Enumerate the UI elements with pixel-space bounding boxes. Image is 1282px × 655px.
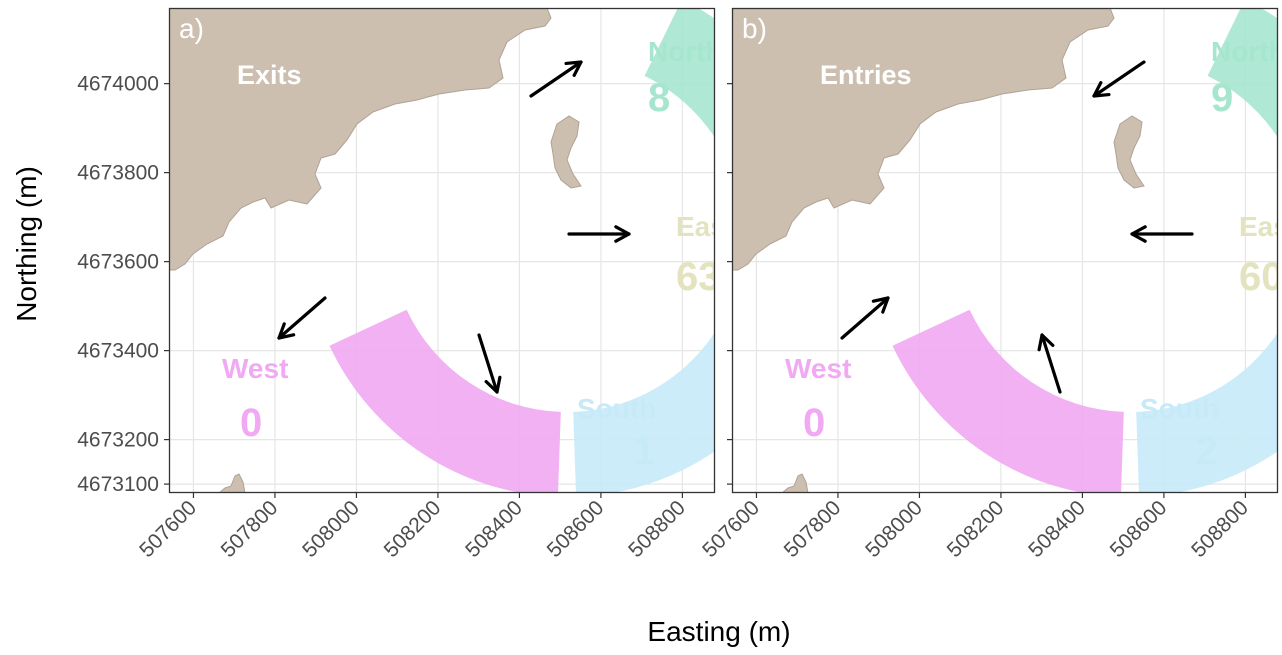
coastline-land bbox=[169, 8, 552, 271]
sector-label-west: West bbox=[785, 353, 851, 384]
x-tick-label: 508200 bbox=[943, 496, 1009, 562]
arrow-north bbox=[1092, 60, 1146, 98]
arrow-east bbox=[567, 225, 631, 243]
headland-land bbox=[1113, 115, 1145, 189]
sector-west bbox=[892, 309, 1124, 493]
sector-label-east: East bbox=[1239, 211, 1282, 242]
x-tick-label: 508600 bbox=[1106, 496, 1172, 562]
sector-south bbox=[1136, 331, 1278, 493]
x-tick-label: 507800 bbox=[217, 496, 283, 562]
x-tick-label: 507800 bbox=[780, 496, 846, 562]
sector-south bbox=[573, 331, 715, 493]
sector-label-east: East bbox=[676, 211, 735, 242]
arrow-south bbox=[1037, 333, 1062, 394]
sector-count-south: 1 bbox=[633, 429, 655, 473]
x-tick-label: 507600 bbox=[698, 496, 764, 562]
x-tick-label: 508800 bbox=[624, 496, 690, 562]
arrow-west bbox=[840, 296, 890, 340]
sector-north bbox=[644, 8, 715, 139]
sector-label-south: South bbox=[577, 393, 656, 424]
sector-count-north: 8 bbox=[648, 76, 670, 120]
x-tick-label: 507600 bbox=[135, 496, 201, 562]
y-tick-label: 4673400 bbox=[77, 340, 159, 363]
islet-land bbox=[781, 473, 809, 493]
arrow-north bbox=[529, 60, 583, 98]
arrow-south bbox=[477, 333, 502, 394]
sector-label-north: North bbox=[1211, 36, 1282, 67]
x-tick-label: 508400 bbox=[461, 496, 527, 562]
sector-count-west: 0 bbox=[240, 401, 262, 445]
panel-title: Exits bbox=[237, 60, 302, 90]
panel-tag: b) bbox=[742, 13, 767, 44]
arrow-west bbox=[277, 296, 327, 340]
sector-count-east: 60 bbox=[1239, 255, 1282, 299]
y-tick-label: 4673600 bbox=[77, 251, 159, 274]
y-tick-label: 4673100 bbox=[77, 473, 159, 496]
sector-label-south: South bbox=[1140, 393, 1219, 424]
coastline-land bbox=[732, 8, 1115, 271]
sector-count-north: 9 bbox=[1211, 76, 1233, 120]
islet-land bbox=[218, 473, 246, 493]
x-tick-label: 508400 bbox=[1024, 496, 1090, 562]
panel-border bbox=[731, 7, 1279, 494]
arrow-east bbox=[1130, 225, 1194, 243]
x-tick-label: 508000 bbox=[861, 496, 927, 562]
sector-label-west: West bbox=[222, 353, 288, 384]
y-axis-title: Northing (m) bbox=[11, 166, 42, 322]
panel-b: North9East60South2West0b)Entries50760050… bbox=[698, 7, 1282, 562]
sector-west bbox=[329, 309, 561, 493]
y-tick-label: 4673800 bbox=[77, 162, 159, 185]
sector-north bbox=[1207, 8, 1278, 139]
sector-count-west: 0 bbox=[803, 401, 825, 445]
panel-a: North 8 East 63 South 1 West 0 a) Exits 507600 5078… bbox=[77, 7, 735, 562]
sector-label-north: North bbox=[648, 36, 723, 67]
panel-tag: a) bbox=[179, 13, 204, 44]
y-tick-label: 4674000 bbox=[77, 73, 159, 96]
headland-land bbox=[550, 115, 582, 189]
panel-title: Entries bbox=[820, 60, 912, 90]
sector-count-south: 2 bbox=[1196, 429, 1218, 473]
panel-border bbox=[168, 7, 716, 494]
x-tick-label: 508600 bbox=[543, 496, 609, 562]
x-tick-label: 508200 bbox=[380, 496, 446, 562]
sector-count-east: 63 bbox=[676, 255, 721, 299]
x-tick-label: 508800 bbox=[1187, 496, 1253, 562]
y-tick-label: 4673200 bbox=[77, 429, 159, 452]
x-tick-label: 508000 bbox=[298, 496, 364, 562]
x-axis-title: Easting (m) bbox=[647, 616, 790, 647]
